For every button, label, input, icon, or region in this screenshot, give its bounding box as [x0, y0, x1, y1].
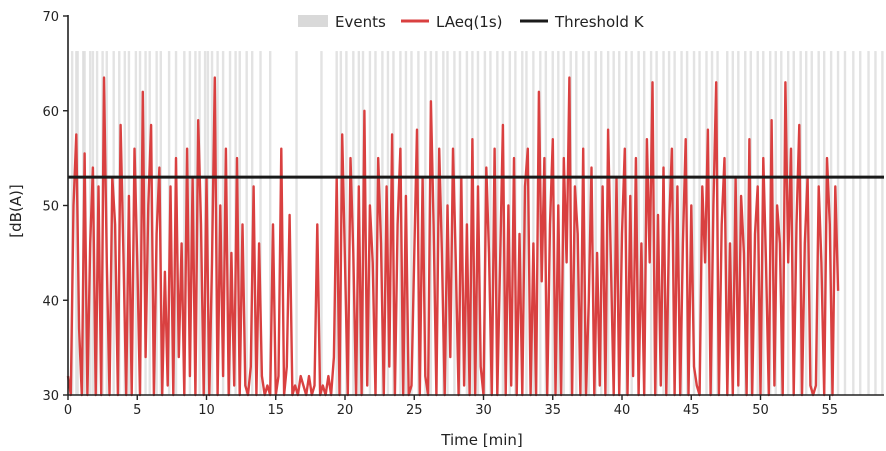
event-band-16	[144, 51, 147, 396]
event-band-10	[112, 51, 115, 396]
event-band-55	[424, 51, 427, 396]
legend: Events LAeq(1s) Threshold K	[298, 13, 645, 31]
event-band-99	[692, 51, 696, 396]
event-band-107	[744, 51, 747, 396]
event-band-47	[374, 51, 377, 396]
event-band-127	[874, 51, 877, 396]
event-band-67	[496, 51, 499, 396]
event-band-120	[823, 51, 826, 396]
event-band-113	[780, 51, 783, 396]
legend-label-laeq: LAeq(1s)	[436, 13, 503, 31]
y-tick-label-30: 30	[42, 389, 59, 404]
event-band-1	[75, 51, 78, 396]
event-band-96	[673, 51, 676, 396]
event-band-71	[521, 51, 524, 396]
event-band-122	[836, 51, 840, 396]
x-tick-label-35: 35	[544, 403, 561, 418]
y-tick-label-70: 70	[42, 10, 59, 25]
event-band-53	[410, 51, 413, 396]
x-tick-label-30: 30	[475, 403, 492, 418]
event-band-38	[295, 51, 298, 396]
event-band-12	[123, 51, 126, 396]
event-band-115	[792, 51, 795, 396]
event-band-36	[259, 51, 262, 396]
event-band-125	[859, 51, 862, 396]
event-band-83	[594, 51, 597, 396]
legend-swatch-events	[298, 15, 328, 27]
event-band-121	[829, 51, 833, 396]
event-band-126	[867, 51, 870, 396]
event-band-33	[238, 51, 241, 396]
event-band-22	[183, 51, 186, 396]
x-tick-label-15: 15	[267, 403, 284, 418]
event-band-23	[188, 51, 192, 396]
event-band-86	[612, 51, 615, 396]
event-band-15	[138, 51, 142, 396]
event-band-66	[489, 51, 492, 396]
event-band-58	[442, 51, 445, 396]
y-tick-label-60: 60	[42, 105, 59, 120]
event-band-17	[148, 51, 151, 396]
x-tick-label-40: 40	[614, 403, 631, 418]
y-tick-label-50: 50	[42, 200, 59, 215]
x-tick-label-55: 55	[821, 403, 838, 418]
event-band-62	[465, 51, 469, 396]
event-band-104	[726, 51, 729, 396]
event-band-105	[731, 51, 734, 396]
axes: 30 40 50 60 70 0 5 10 15 20 25 30 35 40 45 50 55	[42, 10, 884, 418]
legend-label-events: Events	[335, 13, 386, 31]
event-band-39	[320, 51, 323, 396]
x-tick-label-10: 10	[198, 403, 215, 418]
y-tick-label-40: 40	[42, 294, 59, 309]
event-band-90	[637, 51, 640, 396]
event-band-73	[532, 51, 535, 396]
event-band-48	[381, 51, 384, 396]
event-band-91	[642, 51, 646, 396]
x-axis-title: Time [min]	[440, 431, 522, 449]
event-band-82	[587, 51, 590, 396]
event-band-34	[245, 51, 248, 396]
event-band-123	[843, 51, 847, 396]
event-band-124	[852, 51, 855, 396]
event-band-128	[881, 51, 884, 396]
event-band-87	[618, 51, 621, 396]
event-band-57	[435, 51, 438, 396]
x-tick-label-45: 45	[683, 403, 700, 418]
event-band-97	[680, 51, 683, 396]
laeq-series-layer	[66, 76, 840, 397]
event-band-42	[345, 51, 348, 396]
y-axis-title: [dB(A)]	[7, 184, 25, 237]
event-band-30	[221, 51, 225, 396]
event-band-106	[737, 51, 740, 396]
event-band-37	[269, 51, 272, 396]
x-tick-label-20: 20	[337, 403, 354, 418]
event-band-100	[698, 51, 701, 396]
event-band-25	[198, 51, 201, 396]
laeq-series-line	[66, 76, 840, 397]
legend-label-threshold: Threshold K	[554, 13, 645, 31]
x-tick-label-5: 5	[133, 403, 141, 418]
event-band-24	[194, 51, 197, 396]
x-tick-label-50: 50	[752, 403, 769, 418]
x-tick-label-25: 25	[406, 403, 423, 418]
event-band-72	[525, 51, 528, 396]
x-tick-label-0: 0	[64, 403, 72, 418]
event-band-93	[655, 51, 658, 396]
event-band-29	[216, 51, 219, 396]
event-band-118	[810, 51, 813, 396]
event-band-31	[228, 51, 232, 396]
